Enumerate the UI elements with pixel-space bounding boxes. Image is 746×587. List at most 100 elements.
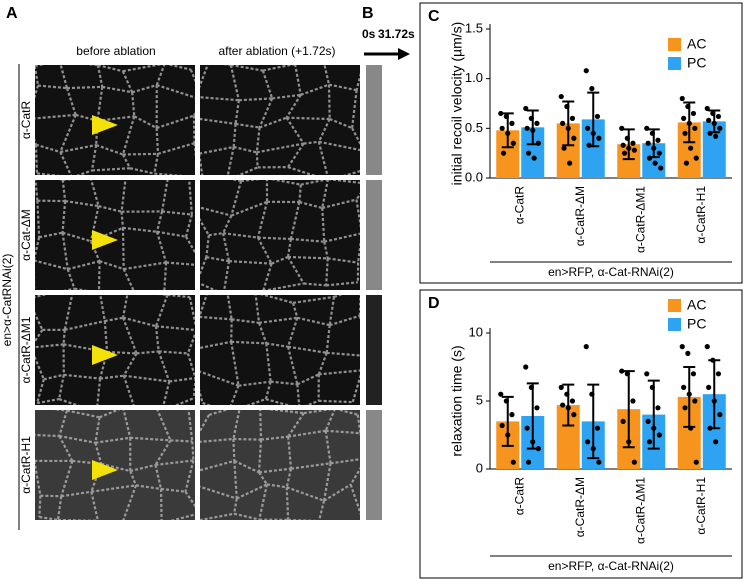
data-point (620, 418, 626, 424)
data-point (590, 446, 596, 452)
y-tick-label: 1.5 (465, 20, 483, 35)
data-point (583, 68, 589, 74)
data-point (499, 422, 505, 429)
data-point (523, 364, 529, 370)
micrograph (35, 65, 195, 175)
arrowhead (92, 345, 118, 365)
data-point (690, 110, 697, 117)
cell-edges (200, 180, 360, 290)
data-point (498, 391, 504, 397)
data-point (679, 344, 685, 350)
data-point (564, 391, 570, 397)
data-point (509, 120, 515, 126)
data-point (686, 391, 692, 397)
x-tick-label: α-CatR (512, 186, 526, 225)
data-point (558, 384, 564, 390)
bar (677, 396, 701, 469)
micrograph (200, 410, 360, 520)
micrograph (200, 295, 360, 405)
data-point (690, 371, 697, 377)
data-point (503, 113, 509, 120)
data-point (682, 130, 688, 136)
row-label: α-CatR-ΔM1 (19, 316, 33, 383)
data-point (631, 147, 637, 153)
data-point (569, 398, 576, 404)
data-point (646, 439, 653, 445)
data-point (630, 398, 636, 404)
data-point (571, 135, 577, 141)
data-point (620, 142, 626, 148)
data-point (499, 125, 505, 131)
data-point (524, 125, 530, 131)
data-point (707, 425, 713, 431)
data-point (619, 368, 625, 374)
data-point (711, 398, 717, 404)
panel-label: D (428, 295, 440, 312)
bar (521, 127, 545, 178)
data-point (561, 145, 567, 151)
data-point (656, 150, 662, 156)
data-point (560, 402, 566, 408)
data-point (692, 125, 698, 131)
time-start: 0s (362, 27, 376, 41)
legend-label: PC (687, 55, 706, 71)
data-point (596, 135, 602, 141)
data-point (525, 459, 532, 465)
data-point (658, 165, 664, 171)
data-point (681, 115, 687, 121)
data-point (505, 130, 511, 136)
data-point (505, 432, 511, 438)
error-bar (501, 112, 514, 149)
data-point (530, 439, 536, 445)
data-point (498, 110, 504, 117)
data-point (626, 439, 632, 445)
data-point (645, 418, 651, 424)
data-point (685, 350, 691, 356)
panel-label: B (362, 5, 374, 22)
data-point (655, 405, 661, 411)
data-point (644, 125, 650, 131)
data-point (589, 86, 595, 92)
data-point (652, 160, 658, 166)
bar (702, 121, 726, 178)
bar (556, 405, 580, 469)
error-bar (622, 128, 635, 161)
data-point (558, 93, 564, 100)
cell-edges (200, 65, 360, 175)
legend-swatch (668, 38, 681, 51)
y-tick-label: 1.0 (465, 70, 483, 85)
y-tick-label: 0.5 (465, 120, 483, 135)
data-point (651, 145, 657, 151)
data-point (585, 439, 591, 445)
y-axis-label: relaxation time (s) (449, 345, 465, 456)
arrowhead (92, 460, 118, 480)
data-point (590, 130, 596, 136)
data-point (644, 371, 650, 377)
data-point (564, 103, 570, 110)
y-tick-label: 5 (476, 392, 483, 407)
data-point (509, 412, 515, 418)
y-tick-label: 0.0 (465, 169, 483, 184)
row-label: α-CatR (19, 101, 33, 140)
data-point (682, 405, 688, 411)
data-point (711, 120, 717, 126)
data-point (713, 439, 719, 445)
data-point (688, 425, 694, 431)
column-header: after ablation (+1.72s) (218, 44, 335, 58)
panel-label: A (6, 5, 18, 22)
panel-frame (419, 289, 743, 579)
data-point (569, 115, 576, 121)
column-header: before ablation (76, 44, 155, 58)
data-point (530, 127, 536, 133)
data-point (630, 140, 636, 146)
data-point (713, 133, 719, 139)
x-axis-label: en>RFP, α-Cat-RNAi(2) (548, 559, 674, 573)
data-point (710, 110, 716, 117)
data-point (589, 391, 595, 397)
row-label: α-CatR-H1 (19, 436, 33, 494)
data-point (704, 105, 710, 112)
error-bar (587, 383, 600, 460)
row-label: α-Cat-ΔM (19, 209, 33, 261)
data-point (717, 125, 723, 131)
time-arrow-head (398, 48, 410, 60)
